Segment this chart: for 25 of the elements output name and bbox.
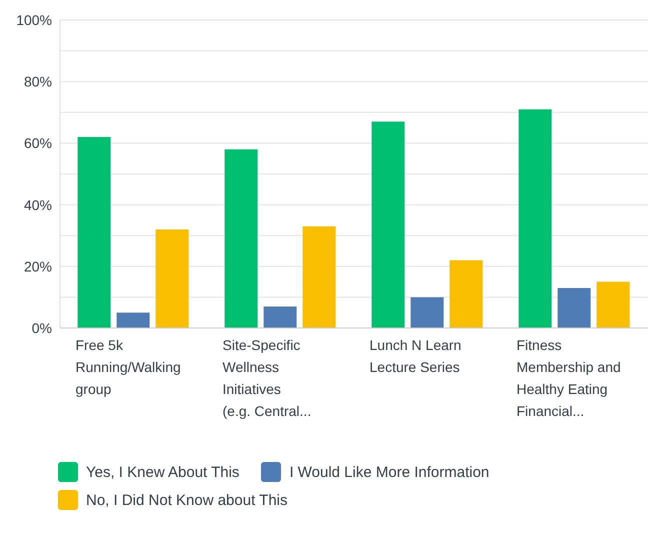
x-tick-label: Lunch N Learn Lecture Series — [370, 337, 462, 375]
y-tick-label: 0% — [32, 320, 52, 336]
bar — [224, 149, 258, 328]
y-tick-label: 100% — [16, 12, 52, 28]
bar — [78, 137, 111, 328]
bar — [116, 312, 150, 328]
bar — [264, 306, 297, 328]
x-tick-label: Free 5k Running/Walking group — [76, 337, 181, 397]
bar — [558, 288, 591, 328]
bar — [372, 122, 405, 328]
y-tick-label: 60% — [24, 135, 52, 152]
bar — [410, 297, 444, 328]
bar — [302, 226, 336, 328]
x-tick-label: Fitness Membership and Healthy Eating Financial... — [516, 337, 621, 419]
y-tick-label: 40% — [24, 196, 52, 213]
y-tick-label: 20% — [24, 258, 52, 274]
x-tick-label: Site-Specific Wellness Initiatives (e.g. Central... — [222, 337, 312, 419]
bar — [596, 282, 630, 328]
legend-label: I Would Like More Information — [289, 464, 490, 480]
legend-label: Yes, I Knew About This — [86, 464, 240, 480]
bar — [156, 229, 189, 328]
legend-label: No, I Did Not Know about This — [86, 492, 288, 508]
y-tick-label: 80% — [24, 74, 52, 90]
bar — [450, 260, 483, 328]
bar — [518, 109, 552, 328]
